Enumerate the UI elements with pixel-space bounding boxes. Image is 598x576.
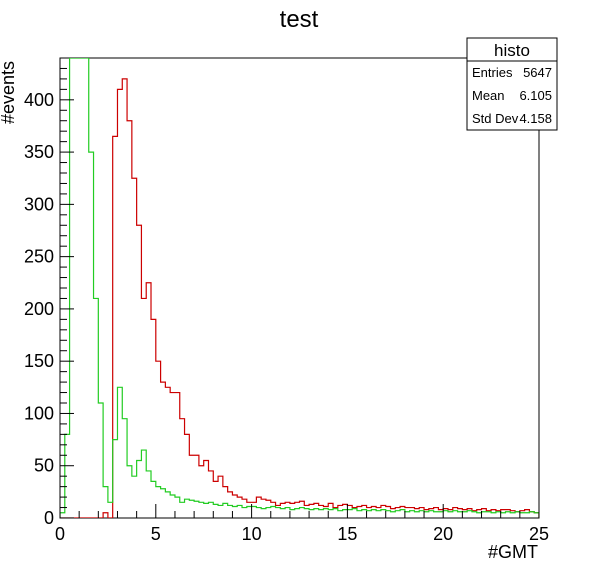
histogram-series-1 <box>60 78 539 518</box>
x-tick-label: 0 <box>55 524 65 544</box>
chart-title: test <box>280 6 319 33</box>
x-axis-title: #GMT <box>488 542 538 562</box>
x-tick-label: 25 <box>529 524 549 544</box>
stats-stddev-value: 4.158 <box>519 111 552 126</box>
stats-mean-label: Mean <box>472 88 505 103</box>
y-tick-label: 400 <box>24 90 54 110</box>
stats-mean-value: 6.105 <box>519 88 552 103</box>
x-tick-label: 10 <box>242 524 262 544</box>
y-tick-label: 300 <box>24 194 54 214</box>
y-tick-label: 100 <box>24 403 54 423</box>
y-tick-label: 50 <box>34 456 54 476</box>
stats-entries-label: Entries <box>472 65 513 80</box>
y-tick-label: 150 <box>24 351 54 371</box>
y-tick-label: 250 <box>24 247 54 267</box>
stats-box-frame <box>466 37 558 131</box>
x-tick-label: 20 <box>433 524 453 544</box>
histogram-series-2 <box>60 58 539 518</box>
x-tick-label: 5 <box>151 524 161 544</box>
y-tick-label: 200 <box>24 299 54 319</box>
y-axis-title: #events <box>0 61 18 124</box>
stats-entries-value: 5647 <box>523 65 552 80</box>
x-tick-label: 15 <box>337 524 357 544</box>
y-tick-label: 350 <box>24 142 54 162</box>
stats-box: histo Entries 5647 Mean 6.105 Std Dev 4.… <box>466 37 558 131</box>
y-tick-label: 0 <box>44 508 54 528</box>
stats-stddev-label: Std Dev <box>472 111 519 126</box>
series-layer <box>60 58 539 518</box>
stats-box-title: histo <box>494 41 530 60</box>
